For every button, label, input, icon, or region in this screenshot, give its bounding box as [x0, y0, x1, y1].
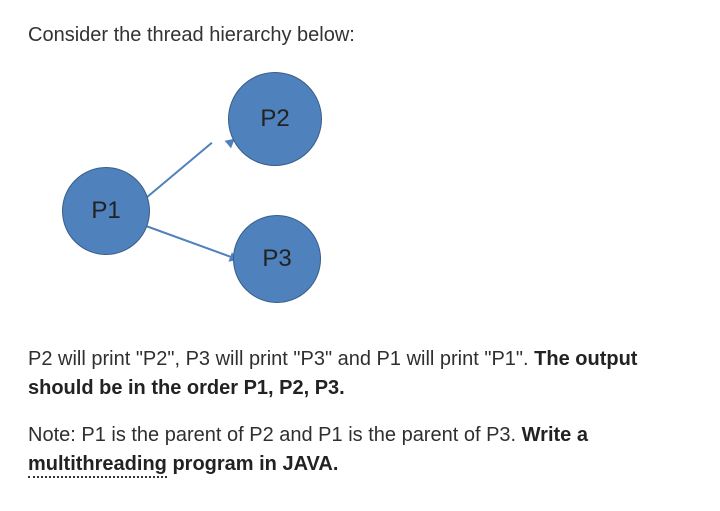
para2-bold-post: program in JAVA.: [167, 453, 339, 475]
node-p1: P1: [62, 167, 150, 255]
paragraph-1: P2 will print "P2", P3 will print "P3" a…: [28, 345, 692, 403]
para2-underline: multithreading: [28, 453, 167, 478]
para2-bold-pre: Write a: [522, 424, 588, 446]
edge-p1-p2: [145, 142, 212, 199]
thread-hierarchy-diagram: P1 P2 P3: [28, 57, 428, 317]
node-p3: P3: [233, 215, 321, 303]
page-heading: Consider the thread hierarchy below:: [28, 24, 692, 47]
node-p1-label: P1: [91, 197, 120, 225]
node-p2-label: P2: [260, 105, 289, 133]
node-p2: P2: [228, 72, 322, 166]
para1-text: P2 will print "P2", P3 will print "P3" a…: [28, 348, 534, 370]
edge-p1-p3: [146, 225, 231, 258]
node-p3-label: P3: [262, 245, 291, 273]
paragraph-2: Note: P1 is the parent of P2 and P1 is t…: [28, 421, 692, 479]
para2-text: Note: P1 is the parent of P2 and P1 is t…: [28, 424, 522, 446]
